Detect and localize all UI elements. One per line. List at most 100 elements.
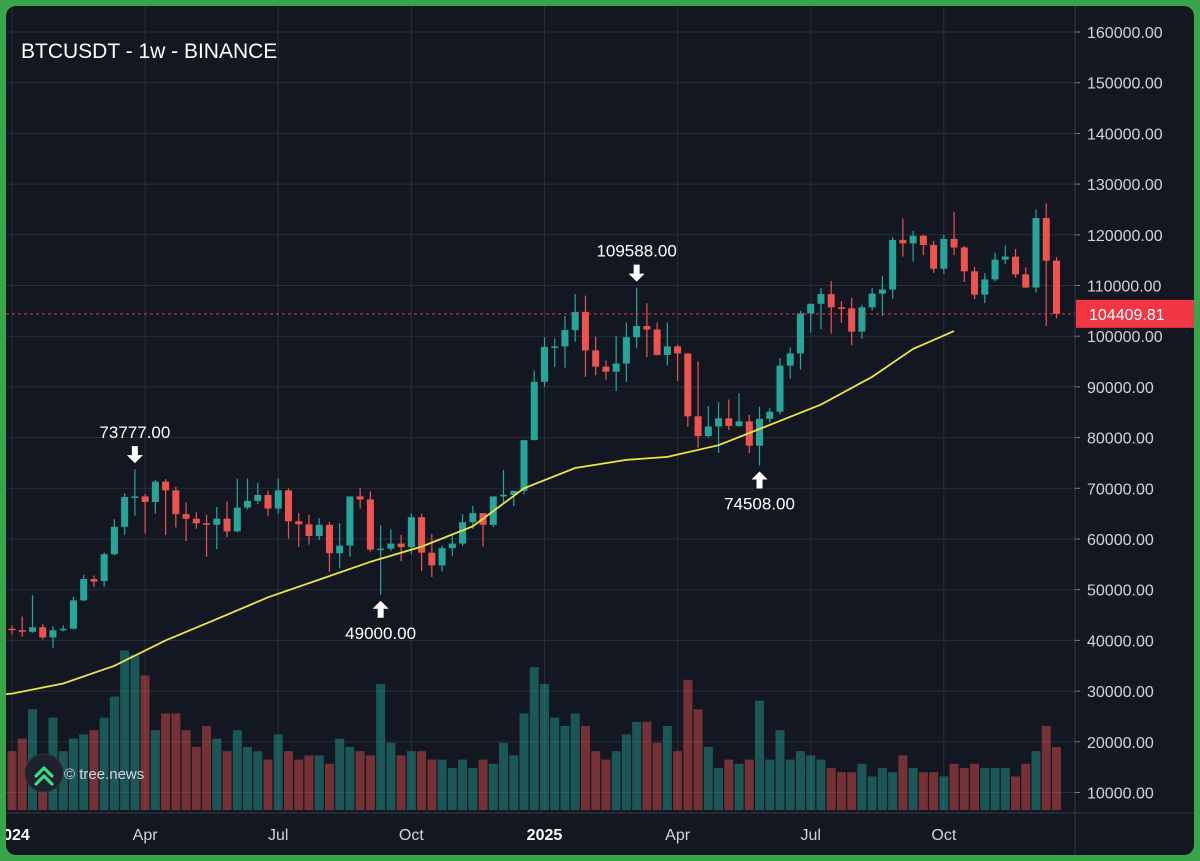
volume-bar <box>335 738 345 810</box>
candle-body <box>602 366 610 372</box>
candle-body <box>960 247 968 272</box>
price-annotation: 109588.00 <box>596 242 677 282</box>
candle-body <box>1032 218 1040 288</box>
y-tick-label: 140000.00 <box>1087 126 1163 143</box>
candle-body <box>684 353 692 417</box>
candle-body <box>438 548 446 566</box>
candle-body <box>100 554 108 582</box>
volume-bar <box>294 759 304 810</box>
candle-body <box>69 600 77 629</box>
candle-body <box>807 303 815 314</box>
candle-body <box>571 311 579 331</box>
volume-bar <box>550 717 560 810</box>
volume-bar <box>478 759 488 810</box>
volume-bar <box>447 768 457 810</box>
volume-bar <box>714 768 724 810</box>
candle-body <box>284 490 292 522</box>
volume-bar <box>150 730 160 810</box>
volume-bar <box>970 763 980 810</box>
volume-bar <box>826 768 836 810</box>
volume-bar <box>7 751 17 810</box>
volume-bar <box>611 751 621 810</box>
volume-bar <box>990 768 1000 810</box>
candle-body <box>500 494 508 497</box>
candle-body <box>1012 256 1020 275</box>
candle-body <box>940 238 948 269</box>
volume-bar <box>273 734 283 810</box>
x-tick-label: Apr <box>133 827 159 844</box>
x-tick-label: Oct <box>399 827 424 844</box>
volume-bar <box>898 755 908 810</box>
volume-bar <box>99 717 109 810</box>
volume-bar <box>120 650 130 810</box>
volume-bar <box>519 713 529 810</box>
watermark-text: © tree.news <box>64 766 144 783</box>
volume-bar <box>468 768 478 810</box>
candle-body <box>694 416 702 437</box>
x-tick-label: Apr <box>665 827 691 844</box>
y-tick-label: 50000.00 <box>1087 583 1154 600</box>
volume-bar <box>458 759 468 810</box>
volume-bar <box>1011 776 1021 810</box>
candle-body <box>407 517 415 548</box>
candle-body <box>715 418 723 427</box>
volume-bar <box>109 696 119 810</box>
candle-body <box>110 526 118 555</box>
price-chart[interactable]: 104409.81 73777.00 49000.00 109588.00 74508… <box>6 6 1194 855</box>
candle-body <box>530 381 538 441</box>
candle-body <box>735 421 743 426</box>
volume-bar <box>867 776 877 810</box>
candle-body <box>162 481 170 491</box>
candle-body <box>325 524 333 554</box>
candle-body <box>1052 260 1060 314</box>
volume-bar <box>816 759 826 810</box>
candle-body <box>448 543 456 549</box>
volume-bar <box>17 738 27 810</box>
arrow-up-icon <box>372 600 389 618</box>
volume-bar <box>365 755 375 810</box>
volume-bar <box>1000 768 1010 810</box>
candle-body <box>274 490 282 509</box>
volume-bar <box>417 751 427 810</box>
last-price-tag <box>1076 299 1194 328</box>
price-annotation: 49000.00 <box>345 600 416 643</box>
volume-bar <box>161 713 171 810</box>
volume-bar <box>980 768 990 810</box>
volume-bar <box>765 759 775 810</box>
volume-bar <box>539 684 549 810</box>
volume-bars <box>7 650 1061 810</box>
volume-bar <box>652 742 662 810</box>
arrow-down-icon <box>126 446 143 464</box>
candle-body <box>264 494 272 509</box>
candle-body <box>213 518 221 525</box>
volume-bar <box>89 730 99 810</box>
candle-body <box>356 496 364 500</box>
volume-bar <box>171 713 181 810</box>
arrow-up-icon <box>751 471 768 489</box>
candle-body <box>8 628 16 631</box>
volume-bar <box>795 751 805 810</box>
candle-body <box>704 426 712 437</box>
y-tick-label: 90000.00 <box>1087 380 1154 397</box>
annotations: 73777.00 49000.00 109588.00 74508.00 <box>99 242 795 643</box>
candle-body <box>776 365 784 412</box>
candle-body <box>725 418 733 426</box>
annotation-label: 109588.00 <box>596 242 676 261</box>
volume-bar <box>662 726 672 810</box>
volume-bar <box>243 747 253 810</box>
candle-body <box>674 346 682 354</box>
candle-body <box>121 496 129 527</box>
volume-bar <box>693 709 703 810</box>
candle-body <box>551 346 559 348</box>
candle-body <box>203 523 211 525</box>
candle-body <box>387 543 395 549</box>
candle-body <box>254 494 262 501</box>
y-tick-label: 150000.00 <box>1087 76 1163 93</box>
volume-bar <box>939 776 949 810</box>
volume-bar <box>1041 726 1051 810</box>
volume-bar <box>509 755 519 810</box>
candle-body <box>622 337 630 364</box>
candle-body <box>930 244 938 269</box>
volume-bar <box>755 700 765 810</box>
candle-body <box>1022 274 1030 288</box>
